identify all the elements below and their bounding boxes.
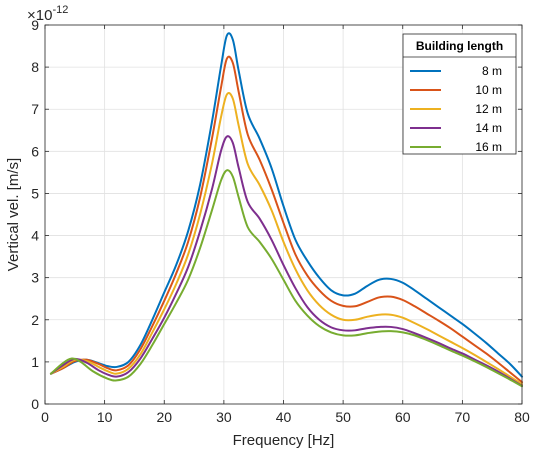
y-tick-label: 0 xyxy=(31,396,39,412)
x-tick-label: 60 xyxy=(395,409,411,425)
legend-box xyxy=(402,33,517,155)
series-line-1 xyxy=(49,32,523,378)
series-line-2 xyxy=(49,55,523,384)
legend-label: 8 m xyxy=(482,64,502,78)
legend-label: 16 m xyxy=(475,140,502,154)
y-exponent-base: ×10 xyxy=(27,7,52,24)
legend-items: 8 m 10 m 12 m 14 m 16 m xyxy=(410,64,502,154)
y-tick-label: 5 xyxy=(31,185,39,201)
y-tick-label: 9 xyxy=(31,17,39,33)
x-tick-label: 0 xyxy=(41,409,49,425)
x-tick-label: 80 xyxy=(514,409,530,425)
series-line-4 xyxy=(49,135,523,387)
y-tick-label: 7 xyxy=(31,101,39,117)
x-tick-label: 40 xyxy=(276,409,292,425)
series-line-5 xyxy=(49,169,523,388)
legend-title: Building length xyxy=(416,39,503,53)
y-axis-exponent: ×10-12 xyxy=(27,4,68,24)
legend: Building length 8 m 10 m 12 m 14 m 16 m xyxy=(402,33,517,155)
y-tick-label: 8 xyxy=(31,59,39,75)
series-layer xyxy=(49,32,523,388)
x-tick-label: 20 xyxy=(156,409,172,425)
y-tick-label: 6 xyxy=(31,143,39,159)
series-line-3 xyxy=(49,92,523,386)
legend-label: 10 m xyxy=(475,83,502,97)
x-axis-label: Frequency [Hz] xyxy=(233,432,335,449)
x-tick-label: 70 xyxy=(455,409,471,425)
x-tick-label: 10 xyxy=(97,409,113,425)
legend-label: 14 m xyxy=(475,121,502,135)
x-tick-label: 50 xyxy=(335,409,351,425)
y-tick-label: 4 xyxy=(31,228,39,244)
legend-label: 12 m xyxy=(475,102,502,116)
x-tick-label: 30 xyxy=(216,409,232,425)
y-tick-label: 1 xyxy=(31,354,39,370)
y-exponent-power: -12 xyxy=(52,4,68,16)
y-tick-label: 3 xyxy=(31,270,39,286)
y-tick-label: 2 xyxy=(31,312,39,328)
y-axis-label: Vertical vel. [m/s] xyxy=(5,158,22,271)
axis-ticks: 0 10 20 30 40 50 60 70 80 0 1 2 3 4 5 6 7 8 9 xyxy=(31,17,530,425)
